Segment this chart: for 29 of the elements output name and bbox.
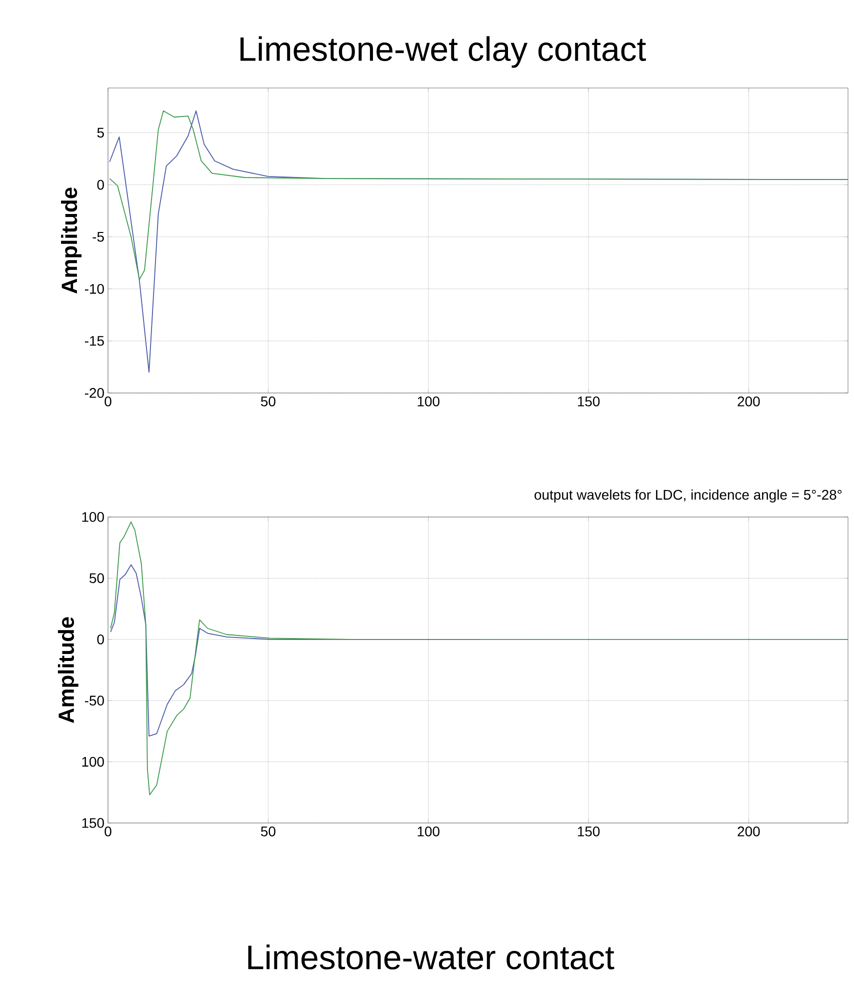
x-tick-label: 100 [418, 396, 440, 406]
y-tick-label: 0 [97, 634, 104, 644]
y-tick-label: -10 [84, 284, 104, 294]
x-tick-label: 200 [738, 826, 760, 836]
x-tick-label: 0 [104, 396, 112, 406]
y-axis-title: Amplitude [58, 617, 78, 724]
y-tick-label: -5 [92, 232, 104, 242]
line-series [110, 521, 848, 796]
x-tick-label: 150 [578, 826, 600, 836]
text: Limestone-water contact [248, 944, 614, 970]
y-tick-label: 50 [90, 573, 104, 584]
y-tick-label: -20 [84, 388, 104, 398]
chart-title: output wavelets for LDC, incidence angle = 5°-28° [534, 489, 842, 502]
y-tick-label: 100 [82, 512, 104, 522]
x-tick-label: 200 [738, 396, 760, 406]
x-tick-label: 50 [260, 826, 276, 836]
x-tick-label: 100 [418, 826, 440, 836]
chart-title: Limestone-wet clay contact [240, 36, 646, 68]
y-tick-label: 100 [82, 756, 104, 767]
y-tick-label: 5 [97, 128, 104, 138]
y-axis-title: Amplitude [61, 188, 82, 294]
y-tick-label: 150 [82, 818, 104, 828]
x-tick-label: 150 [578, 396, 600, 406]
line-series [109, 110, 848, 280]
x-tick-label: 0 [104, 826, 112, 836]
y-tick-label: 0 [97, 180, 104, 190]
y-tick-label: -50 [84, 696, 104, 706]
y-tick-label: -15 [84, 336, 104, 346]
x-tick-label: 50 [260, 396, 276, 406]
